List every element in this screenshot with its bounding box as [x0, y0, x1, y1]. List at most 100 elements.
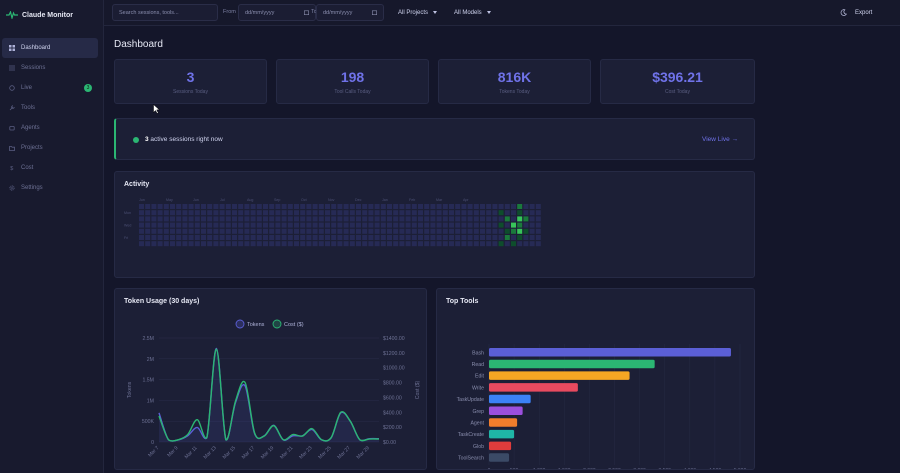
- activity-cell[interactable]: [486, 210, 492, 216]
- activity-cell[interactable]: [207, 228, 213, 234]
- activity-cell[interactable]: [300, 216, 306, 222]
- activity-cell[interactable]: [449, 228, 454, 234]
- activity-cell[interactable]: [461, 228, 467, 234]
- activity-cell[interactable]: [176, 228, 182, 234]
- activity-cell[interactable]: [473, 235, 479, 240]
- activity-cell[interactable]: [405, 241, 411, 247]
- activity-cell[interactable]: [157, 228, 163, 234]
- activity-cell[interactable]: [430, 222, 436, 228]
- activity-cell[interactable]: [213, 204, 219, 209]
- activity-cell[interactable]: [430, 235, 436, 240]
- activity-cell[interactable]: [498, 228, 504, 234]
- activity-cell[interactable]: [182, 228, 188, 234]
- activity-cell[interactable]: [480, 222, 485, 228]
- activity-cell[interactable]: [163, 235, 169, 240]
- activity-cell[interactable]: [393, 204, 399, 209]
- activity-cell[interactable]: [232, 210, 237, 216]
- activity-cell[interactable]: [349, 216, 355, 222]
- activity-cell[interactable]: [194, 204, 200, 209]
- activity-cell[interactable]: [504, 235, 510, 240]
- activity-cell[interactable]: [442, 210, 448, 216]
- activity-cell[interactable]: [269, 228, 275, 234]
- activity-cell[interactable]: [467, 222, 473, 228]
- activity-cell[interactable]: [139, 241, 144, 247]
- activity-cell[interactable]: [232, 216, 237, 222]
- activity-cell[interactable]: [455, 222, 461, 228]
- activity-cell[interactable]: [219, 222, 225, 228]
- activity-cell[interactable]: [157, 204, 163, 209]
- activity-cell[interactable]: [157, 241, 163, 247]
- activity-cell[interactable]: [374, 210, 380, 216]
- activity-cell[interactable]: [492, 204, 498, 209]
- activity-cell[interactable]: [418, 235, 423, 240]
- activity-cell[interactable]: [523, 235, 529, 240]
- activity-cell[interactable]: [263, 216, 268, 222]
- activity-cell[interactable]: [238, 210, 244, 216]
- activity-cell[interactable]: [244, 210, 250, 216]
- activity-cell[interactable]: [393, 241, 399, 247]
- activity-cell[interactable]: [182, 216, 188, 222]
- activity-cell[interactable]: [430, 210, 436, 216]
- model-filter-select[interactable]: All Models: [448, 4, 497, 21]
- activity-cell[interactable]: [461, 216, 467, 222]
- activity-cell[interactable]: [306, 241, 312, 247]
- activity-cell[interactable]: [232, 241, 237, 247]
- activity-cell[interactable]: [219, 216, 225, 222]
- activity-cell[interactable]: [461, 235, 467, 240]
- activity-cell[interactable]: [256, 241, 262, 247]
- activity-cell[interactable]: [151, 241, 157, 247]
- activity-cell[interactable]: [201, 228, 206, 234]
- activity-cell[interactable]: [480, 228, 485, 234]
- activity-cell[interactable]: [337, 241, 343, 247]
- activity-cell[interactable]: [194, 222, 200, 228]
- activity-cell[interactable]: [480, 216, 485, 222]
- from-date-input[interactable]: dd/mm/yyyy: [238, 4, 316, 21]
- activity-cell[interactable]: [281, 204, 287, 209]
- activity-cell[interactable]: [535, 216, 541, 222]
- activity-cell[interactable]: [287, 216, 293, 222]
- activity-cell[interactable]: [368, 216, 374, 222]
- activity-cell[interactable]: [380, 228, 386, 234]
- tool-bar[interactable]: [489, 394, 531, 404]
- sidebar-item-settings[interactable]: Settings: [2, 178, 98, 198]
- activity-cell[interactable]: [244, 241, 250, 247]
- activity-cell[interactable]: [356, 204, 361, 209]
- activity-cell[interactable]: [145, 216, 151, 222]
- activity-cell[interactable]: [263, 210, 268, 216]
- activity-cell[interactable]: [368, 222, 374, 228]
- activity-cell[interactable]: [442, 235, 448, 240]
- activity-cell[interactable]: [188, 204, 194, 209]
- activity-cell[interactable]: [238, 228, 244, 234]
- activity-cell[interactable]: [356, 241, 361, 247]
- activity-cell[interactable]: [529, 210, 535, 216]
- activity-cell[interactable]: [312, 216, 318, 222]
- activity-cell[interactable]: [368, 241, 374, 247]
- activity-cell[interactable]: [343, 241, 349, 247]
- activity-cell[interactable]: [263, 228, 268, 234]
- activity-cell[interactable]: [145, 222, 151, 228]
- tool-bar[interactable]: [489, 418, 518, 427]
- activity-cell[interactable]: [300, 222, 306, 228]
- activity-cell[interactable]: [405, 235, 411, 240]
- activity-cell[interactable]: [467, 241, 473, 247]
- activity-cell[interactable]: [244, 216, 250, 222]
- activity-cell[interactable]: [312, 204, 318, 209]
- activity-cell[interactable]: [368, 228, 374, 234]
- activity-cell[interactable]: [163, 210, 169, 216]
- activity-cell[interactable]: [139, 228, 144, 234]
- activity-cell[interactable]: [256, 210, 262, 216]
- activity-cell[interactable]: [213, 241, 219, 247]
- activity-cell[interactable]: [139, 235, 144, 240]
- activity-cell[interactable]: [504, 241, 510, 247]
- activity-cell[interactable]: [343, 204, 349, 209]
- activity-cell[interactable]: [436, 204, 442, 209]
- activity-cell[interactable]: [325, 241, 330, 247]
- activity-cell[interactable]: [145, 241, 151, 247]
- activity-cell[interactable]: [201, 241, 206, 247]
- activity-cell[interactable]: [188, 241, 194, 247]
- activity-cell[interactable]: [368, 210, 374, 216]
- activity-cell[interactable]: [393, 222, 399, 228]
- activity-cell[interactable]: [213, 228, 219, 234]
- activity-cell[interactable]: [207, 241, 213, 247]
- activity-cell[interactable]: [480, 241, 485, 247]
